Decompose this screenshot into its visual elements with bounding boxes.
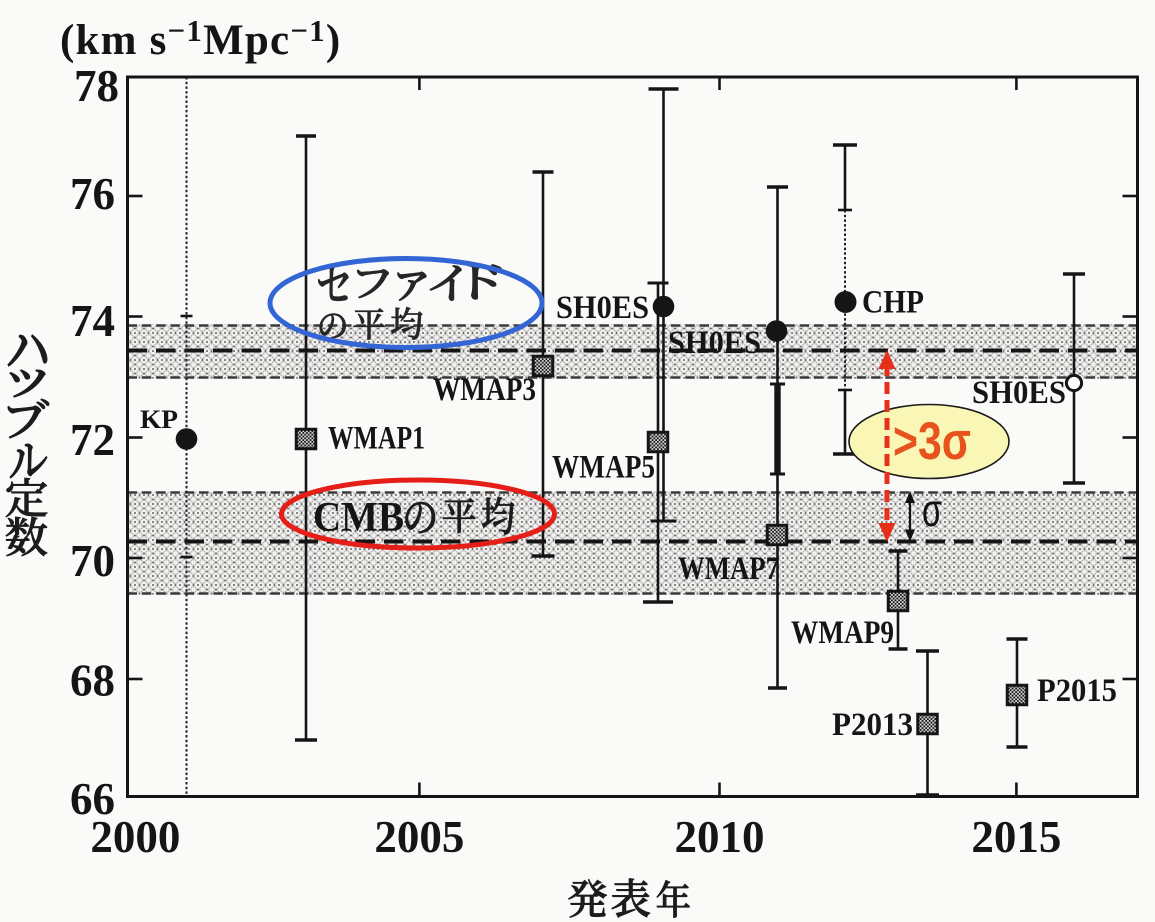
svg-text:σ: σ — [922, 484, 942, 536]
svg-text:2015: 2015 — [971, 812, 1061, 862]
svg-text:CHP: CHP — [862, 285, 924, 321]
svg-text:76: 76 — [70, 169, 115, 219]
svg-text:78: 78 — [74, 61, 119, 111]
svg-text:68: 68 — [70, 656, 115, 706]
svg-text:2005: 2005 — [374, 812, 464, 862]
svg-text:SH0ES: SH0ES — [556, 290, 649, 326]
svg-text:CMB: CMB — [313, 495, 404, 541]
svg-text:WMAP3: WMAP3 — [433, 372, 536, 408]
svg-text:WMAP1: WMAP1 — [328, 421, 425, 457]
svg-text:WMAP5: WMAP5 — [552, 450, 655, 486]
svg-text:SH0ES: SH0ES — [668, 325, 761, 361]
svg-text:66: 66 — [70, 774, 115, 824]
svg-text:72: 72 — [70, 415, 115, 465]
svg-text:WMAP7: WMAP7 — [678, 551, 779, 587]
svg-text:SH0ES: SH0ES — [972, 375, 1066, 411]
svg-text:74: 74 — [70, 296, 115, 346]
svg-text:70: 70 — [70, 536, 115, 586]
svg-text:>3σ: >3σ — [893, 412, 971, 471]
svg-text:(km s−1Mpc−1): (km s−1Mpc−1) — [60, 13, 341, 64]
svg-text:WMAP9: WMAP9 — [791, 615, 894, 651]
svg-text:P2015: P2015 — [1037, 673, 1117, 709]
svg-text:2010: 2010 — [675, 812, 765, 862]
svg-text:P2013: P2013 — [832, 707, 913, 743]
svg-text:KP: KP — [140, 405, 178, 434]
svg-text:2000: 2000 — [90, 812, 180, 862]
